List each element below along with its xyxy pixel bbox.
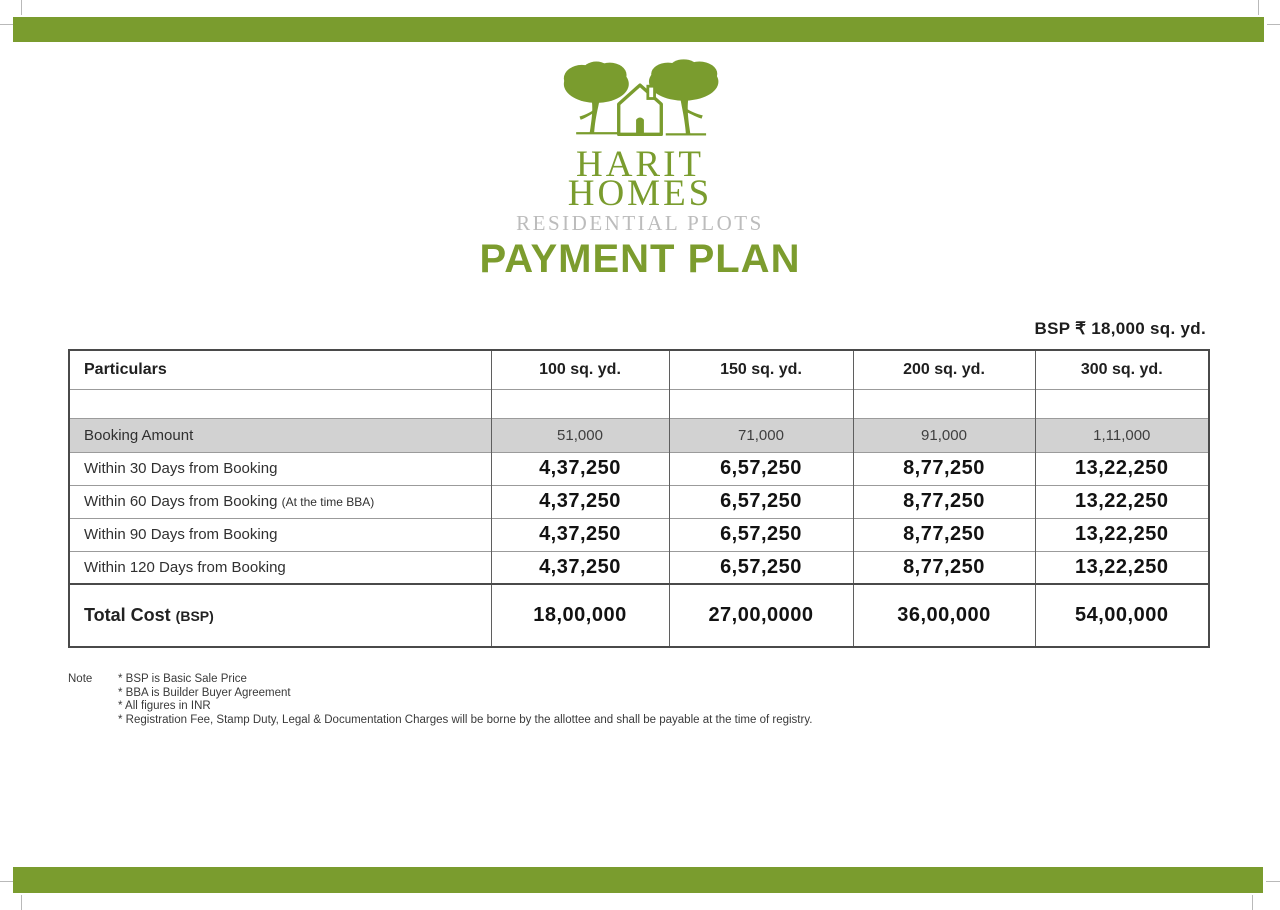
note-label: Note [68,673,93,685]
payment-plan-table: Particulars 100 sq. yd. 150 sq. yd. 200 … [68,349,1210,648]
cell-value: 13,22,250 [1034,451,1210,485]
note-item: * BBA is Builder Buyer Agreement [118,686,291,699]
crop-mark [1258,0,1259,15]
cell-value: 51,000 [490,417,670,452]
column-header-particulars: Particulars [68,350,492,389]
cell-value: 6,57,250 [668,517,854,551]
brand-name-line2: HOMES [567,173,713,214]
row-label: Booking Amount [68,417,492,452]
crop-mark [0,881,13,882]
cell-value: 6,57,250 [668,550,854,584]
row-label: Total Cost (BSP) [68,583,492,647]
crop-mark [0,24,13,25]
bsp-rate-label: BSP ₹ 18,000 sq. yd. [1034,319,1206,338]
cell-value: 13,22,250 [1034,517,1210,551]
table-header-row: Particulars 100 sq. yd. 150 sq. yd. 200 … [68,350,1210,389]
note-item: * BSP is Basic Sale Price [118,673,247,685]
cell-value: 13,22,250 [1034,550,1210,584]
harit-homes-logo: HARIT HOMES RESIDENTIAL PLOTS [0,56,1280,236]
table-row-60-days: Within 60 Days from Booking (At the time… [68,484,1210,518]
cell-value: 54,00,000 [1034,583,1210,647]
table-row-total-cost: Total Cost (BSP) 18,00,000 27,00,0000 36… [68,583,1210,647]
cell-value: 8,77,250 [852,517,1036,551]
note-item: * All figures in INR [118,700,211,712]
cell-value: 13,22,250 [1034,484,1210,518]
crop-mark [1267,24,1280,25]
crop-mark [1266,881,1280,882]
brand-tagline: RESIDENTIAL PLOTS [516,211,764,235]
cell-value: 36,00,000 [852,583,1036,647]
column-header-150: 150 sq. yd. [668,350,854,389]
cell-value: 4,37,250 [490,484,670,518]
crop-mark [21,895,22,910]
cell-value: 71,000 [668,417,854,452]
cell-value: 1,11,000 [1034,417,1210,452]
row-label: Within 90 Days from Booking [68,517,492,551]
trees-house-logo-icon [556,56,724,150]
column-header-200: 200 sq. yd. [852,350,1036,389]
table-row-120-days: Within 120 Days from Booking 4,37,250 6,… [68,550,1210,584]
table-row-booking-amount: Booking Amount 51,000 71,000 91,000 1,11… [68,417,1210,452]
row-label: Within 120 Days from Booking [68,550,492,584]
spacer-row [68,388,1210,418]
brand-name-line1: HARIT [575,144,705,185]
cell-value: 4,37,250 [490,451,670,485]
cell-value: 8,77,250 [852,451,1036,485]
notes-section: Note * BSP is Basic Sale Price * BBA is … [68,673,812,727]
page-title: PAYMENT PLAN [479,237,801,281]
row-label: Within 60 Days from Booking (At the time… [68,484,492,518]
cell-value: 4,37,250 [490,517,670,551]
table-row-90-days: Within 90 Days from Booking 4,37,250 6,5… [68,517,1210,551]
cell-value: 91,000 [852,417,1036,452]
bottom-green-band [13,867,1263,893]
cell-value: 8,77,250 [852,484,1036,518]
cell-value: 6,57,250 [668,484,854,518]
cell-value: 27,00,0000 [668,583,854,647]
crop-mark [21,0,22,15]
crop-mark [1252,895,1253,910]
column-header-100: 100 sq. yd. [490,350,670,389]
table-row-30-days: Within 30 Days from Booking 4,37,250 6,5… [68,451,1210,485]
note-items: * BSP is Basic Sale Price * BBA is Build… [118,673,812,727]
cell-value: 4,37,250 [490,550,670,584]
column-header-300: 300 sq. yd. [1034,350,1210,389]
row-label: Within 30 Days from Booking [68,451,492,485]
top-green-band [13,17,1264,42]
cell-value: 8,77,250 [852,550,1036,584]
note-item: * Registration Fee, Stamp Duty, Legal & … [118,713,813,726]
cell-value: 6,57,250 [668,451,854,485]
cell-value: 18,00,000 [490,583,670,647]
